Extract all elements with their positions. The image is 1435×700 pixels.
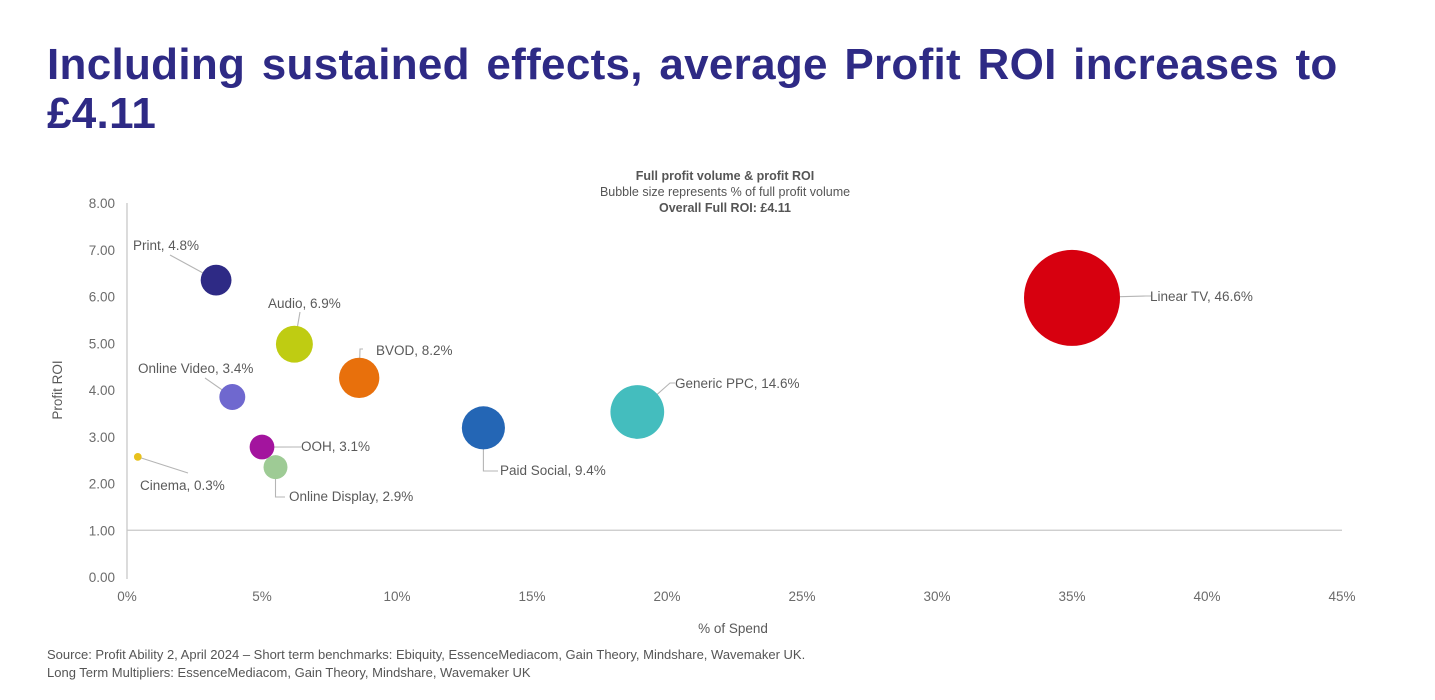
bubble-cinema	[133, 453, 142, 461]
data-label-audio: Audio, 6.9%	[268, 296, 341, 311]
y-tick-label: 5.00	[89, 336, 115, 351]
chart-header: Full profit volume & profit ROI Bubble s…	[500, 168, 950, 216]
x-tick-label: 45%	[1328, 589, 1355, 604]
chart-annotation: Overall Full ROI: £4.11	[658, 201, 791, 215]
data-label-linear-tv: Linear TV, 46.6%	[1150, 289, 1253, 304]
x-tick-label: 40%	[1193, 589, 1220, 604]
bubble-audio	[275, 325, 313, 363]
bubble-ooh	[249, 434, 275, 460]
data-label-print: Print, 4.8%	[133, 238, 199, 253]
x-tick-label: 25%	[788, 589, 815, 604]
bubble-paid-social	[461, 406, 505, 450]
data-labels: Print, 4.8% Audio, 6.9% BVOD, 8.2% Online V…	[133, 238, 1253, 504]
leader-lines	[137, 254, 1151, 498]
y-axis-title: Profit ROI	[50, 360, 65, 419]
bubble-online-display	[263, 455, 288, 480]
x-tick-label: 15%	[518, 589, 545, 604]
leader-line-cinema	[137, 456, 189, 474]
source-note: Source: Profit Ability 2, April 2024 – S…	[47, 646, 1247, 682]
chart-title: Full profit volume & profit ROI	[635, 169, 815, 183]
data-label-ooh: OOH, 3.1%	[301, 439, 370, 454]
data-label-paid-social: Paid Social, 9.4%	[500, 463, 606, 478]
source-line-2: Long Term Multipliers: EssenceMediacom, …	[47, 665, 531, 680]
x-axis-title: % of Spend	[698, 621, 768, 636]
bubble-linear-tv	[1024, 249, 1120, 346]
x-tick-label: 35%	[1058, 589, 1085, 604]
bubble-online-video	[219, 384, 246, 410]
y-tick-label: 4.00	[89, 383, 115, 398]
bubble-print	[200, 264, 232, 296]
data-label-online-video: Online Video, 3.4%	[138, 361, 253, 376]
bubble-bvod	[339, 357, 380, 398]
source-line-1: Source: Profit Ability 2, April 2024 – S…	[47, 647, 806, 662]
y-tick-label: 2.00	[89, 477, 115, 492]
data-label-generic-ppc: Generic PPC, 14.6%	[675, 376, 800, 391]
y-tick-label: 1.00	[89, 523, 115, 538]
x-tick-label: 5%	[252, 589, 272, 604]
x-tick-label: 20%	[653, 589, 680, 604]
data-label-online-display: Online Display, 2.9%	[289, 489, 413, 504]
bubbles	[133, 249, 1120, 480]
y-tick-label: 6.00	[89, 290, 115, 305]
y-tick-label: 0.00	[89, 570, 115, 585]
y-tick-label: 3.00	[89, 430, 115, 445]
x-tick-label: 10%	[383, 589, 410, 604]
axes: 0.00 1.00 2.00 3.00 4.00 5.00 6.00 7.00 8.00 0% 5%…	[89, 196, 1356, 604]
y-tick-label: 8.00	[89, 196, 115, 211]
bubble-generic-ppc	[610, 385, 665, 439]
data-label-bvod: BVOD, 8.2%	[376, 343, 453, 358]
x-tick-label: 30%	[923, 589, 950, 604]
chart-subtitle: Bubble size represents % of full profit …	[599, 185, 851, 199]
data-label-cinema: Cinema, 0.3%	[140, 478, 225, 493]
y-tick-label: 7.00	[89, 243, 115, 258]
x-tick-label: 0%	[117, 589, 137, 604]
slide-title: Including sustained effects, average Pro…	[47, 40, 1338, 138]
